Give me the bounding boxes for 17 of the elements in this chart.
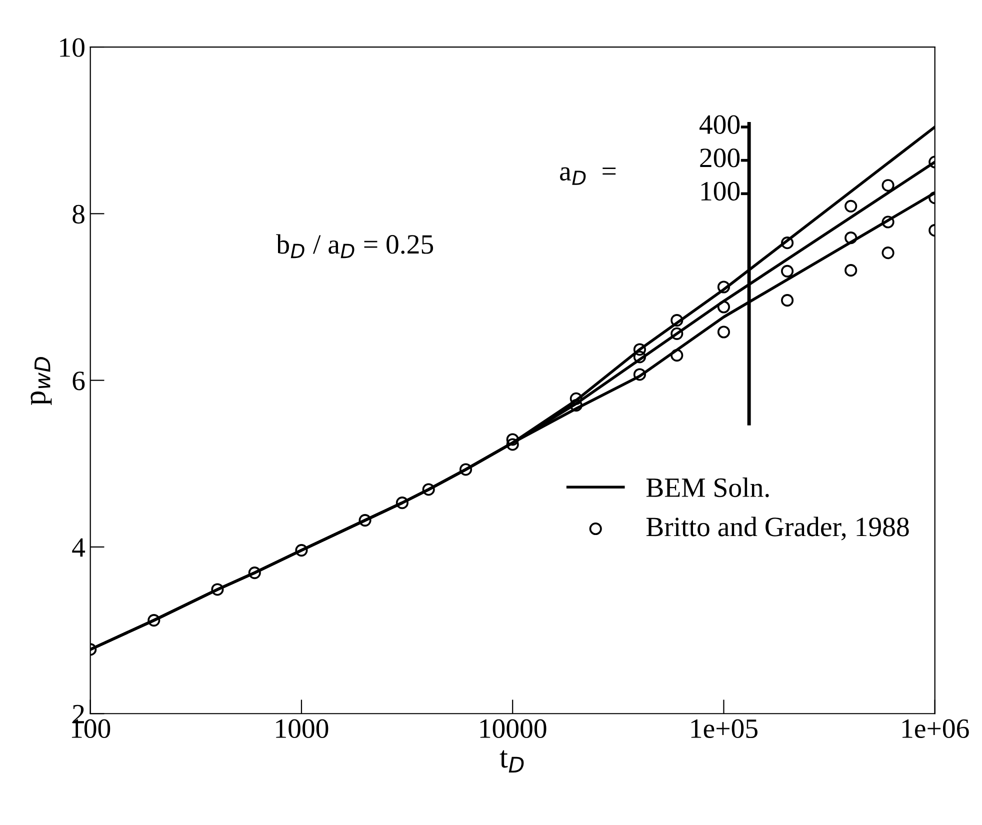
annotation: 400 <box>700 115 740 134</box>
y-tick-label: 10 <box>60 38 84 57</box>
y-tick-label: 8 <box>72 204 84 224</box>
x-axis-title: t$_{D}$ <box>500 750 524 772</box>
y-axis-title: p$_{wD}$ <box>30 357 52 406</box>
annotation: b$_{D}$ / a$_{D}$ = 0.25 <box>276 234 434 258</box>
annotation: a$_{D}$ = <box>560 167 616 185</box>
x-tick-label: 1e+05 <box>691 719 758 738</box>
y-tick-label: 4 <box>72 538 86 557</box>
annotation: 100 <box>701 182 740 201</box>
legend-label: Britto and Grader, 1988 <box>646 516 909 540</box>
x-tick-label: 10000 <box>480 719 546 738</box>
legend-label: BEM Soln. <box>646 478 769 498</box>
x-tick-label: 1000 <box>276 719 328 738</box>
annotation: 200 <box>700 148 740 168</box>
x-tick-label: 1e+06 <box>902 719 969 738</box>
y-tick-label: 6 <box>72 372 85 390</box>
